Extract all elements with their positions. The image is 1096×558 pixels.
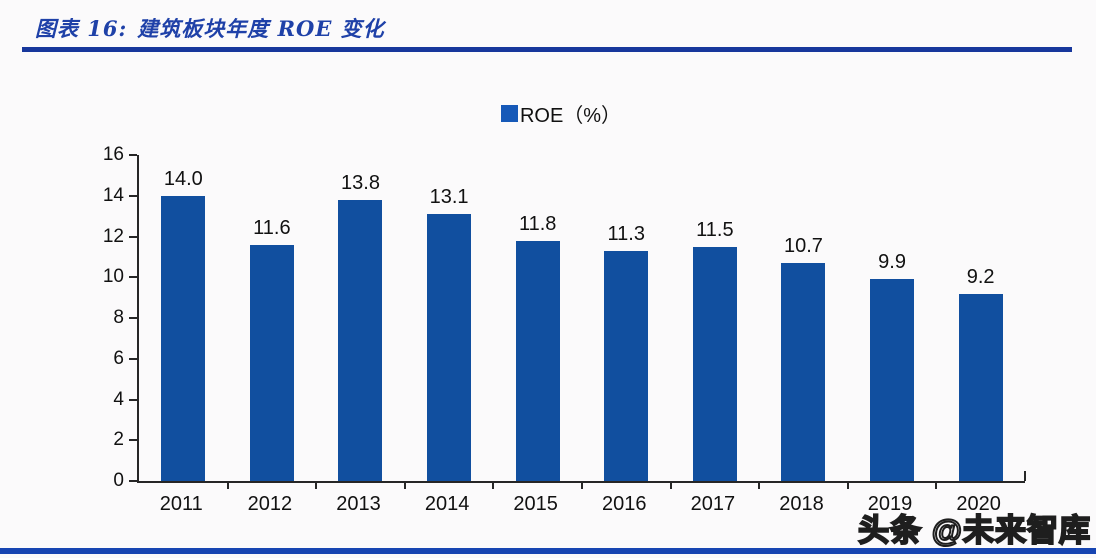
bar xyxy=(604,250,649,481)
bar xyxy=(249,244,294,481)
bar-value-label: 11.8 xyxy=(518,212,557,235)
figure-title: 图表 16: 建筑板块年度 ROE 变化 xyxy=(35,13,385,43)
bar xyxy=(870,279,915,481)
y-axis-tick-label: 16 xyxy=(102,144,124,165)
x-axis-tick-label: 2015 xyxy=(513,493,558,515)
y-axis-tick-label: 0 xyxy=(113,470,124,491)
bar-slot: 13.1 xyxy=(405,155,494,481)
legend-swatch-icon xyxy=(500,105,518,122)
bottom-rule xyxy=(0,548,1096,554)
legend-label: ROE（%） xyxy=(519,105,622,127)
bar-value-label: 13.1 xyxy=(429,186,469,209)
x-axis-tick-label: 2014 xyxy=(424,493,470,515)
y-axis-tick xyxy=(129,317,137,319)
x-axis-tick-label: 2016 xyxy=(602,493,647,515)
y-axis-tick xyxy=(129,235,137,238)
x-axis-tick xyxy=(403,481,406,489)
bar xyxy=(781,263,826,481)
bar-slot: 10.7 xyxy=(759,155,848,481)
bar-slot: 9.9 xyxy=(848,155,937,481)
y-axis-tick-label: 14 xyxy=(102,184,124,206)
y-axis-tick-label: 2 xyxy=(113,429,124,451)
bar-value-label: 14.0 xyxy=(163,167,203,190)
figure-title-text: 建筑板块年度 ROE 变化 xyxy=(137,16,385,41)
bars-container: 14.0 11.6 13.8 13.1 11.8 11.3 11.5 10.7 9.9 9.2 xyxy=(139,155,1025,481)
y-axis-tick-label: 6 xyxy=(113,347,124,369)
y-axis-tick xyxy=(129,276,137,279)
bar-value-label: 11.3 xyxy=(607,222,645,245)
bar-value-label: 10.7 xyxy=(783,235,823,257)
x-axis-tick-label: 2017 xyxy=(690,493,736,515)
y-axis-tick-label: 4 xyxy=(113,388,124,410)
bar xyxy=(338,199,383,481)
x-axis-tick xyxy=(581,481,583,489)
bar xyxy=(515,240,560,481)
bar-value-label: 11.5 xyxy=(696,218,734,241)
bar-value-label: 9.2 xyxy=(966,265,995,288)
y-axis-tick xyxy=(129,439,137,442)
x-axis-tick xyxy=(935,481,938,489)
bar-slot: 11.5 xyxy=(671,155,760,481)
x-axis-tick xyxy=(846,481,849,489)
x-axis-tick xyxy=(226,481,229,489)
bar-value-label: 11.6 xyxy=(253,216,291,239)
bar-slot: 14.0 xyxy=(139,155,228,481)
y-axis-tick-label: 10 xyxy=(102,266,124,288)
bar-value-label: 13.8 xyxy=(341,171,380,194)
x-axis-tick-label: 2013 xyxy=(336,493,381,515)
x-axis-tick xyxy=(315,481,318,489)
y-axis-tick xyxy=(129,357,137,360)
y-axis-tick xyxy=(129,154,137,156)
x-axis-tick xyxy=(1024,471,1026,481)
bar-slot: 9.2 xyxy=(936,155,1025,481)
y-axis-tick xyxy=(129,398,137,401)
bar xyxy=(958,293,1003,481)
y-axis-tick-label: 12 xyxy=(102,225,124,247)
bar-value-label: 9.9 xyxy=(878,251,906,274)
bar xyxy=(692,246,737,481)
plot-area: 14.0 11.6 13.8 13.1 11.8 11.3 11.5 10.7 9.9 9.2 0… xyxy=(103,145,1026,491)
bar xyxy=(427,214,472,481)
bar-slot: 11.6 xyxy=(228,155,317,481)
y-axis-tick-label: 8 xyxy=(113,307,124,328)
bar-slot: 13.8 xyxy=(316,155,405,481)
y-axis-tick xyxy=(129,480,137,482)
x-axis-tick-label: 2011 xyxy=(159,493,203,515)
chart-legend: ROE（%） xyxy=(0,99,1096,128)
x-axis-tick xyxy=(669,481,672,489)
bar-slot: 11.8 xyxy=(493,155,582,481)
x-axis-tick xyxy=(758,481,761,489)
x-axis-tick-label: 2012 xyxy=(247,493,293,515)
x-axis-tick xyxy=(492,481,495,489)
watermark: 头条 @未来智库 xyxy=(857,512,1091,549)
figure-number-label: 图表 16: xyxy=(35,16,128,41)
bar-slot: 11.3 xyxy=(582,155,671,481)
y-axis-tick xyxy=(129,194,137,197)
x-axis-tick-label: 2019 xyxy=(867,493,913,515)
title-divider-rule xyxy=(22,47,1072,52)
x-axis-labels: 2011 2012 2013 2014 2015 2016 2017 2018 2019 2020 xyxy=(137,493,1023,516)
x-axis-tick-label: 2020 xyxy=(956,493,1001,515)
x-axis-tick-label: 2018 xyxy=(779,493,824,515)
bar xyxy=(161,195,206,481)
